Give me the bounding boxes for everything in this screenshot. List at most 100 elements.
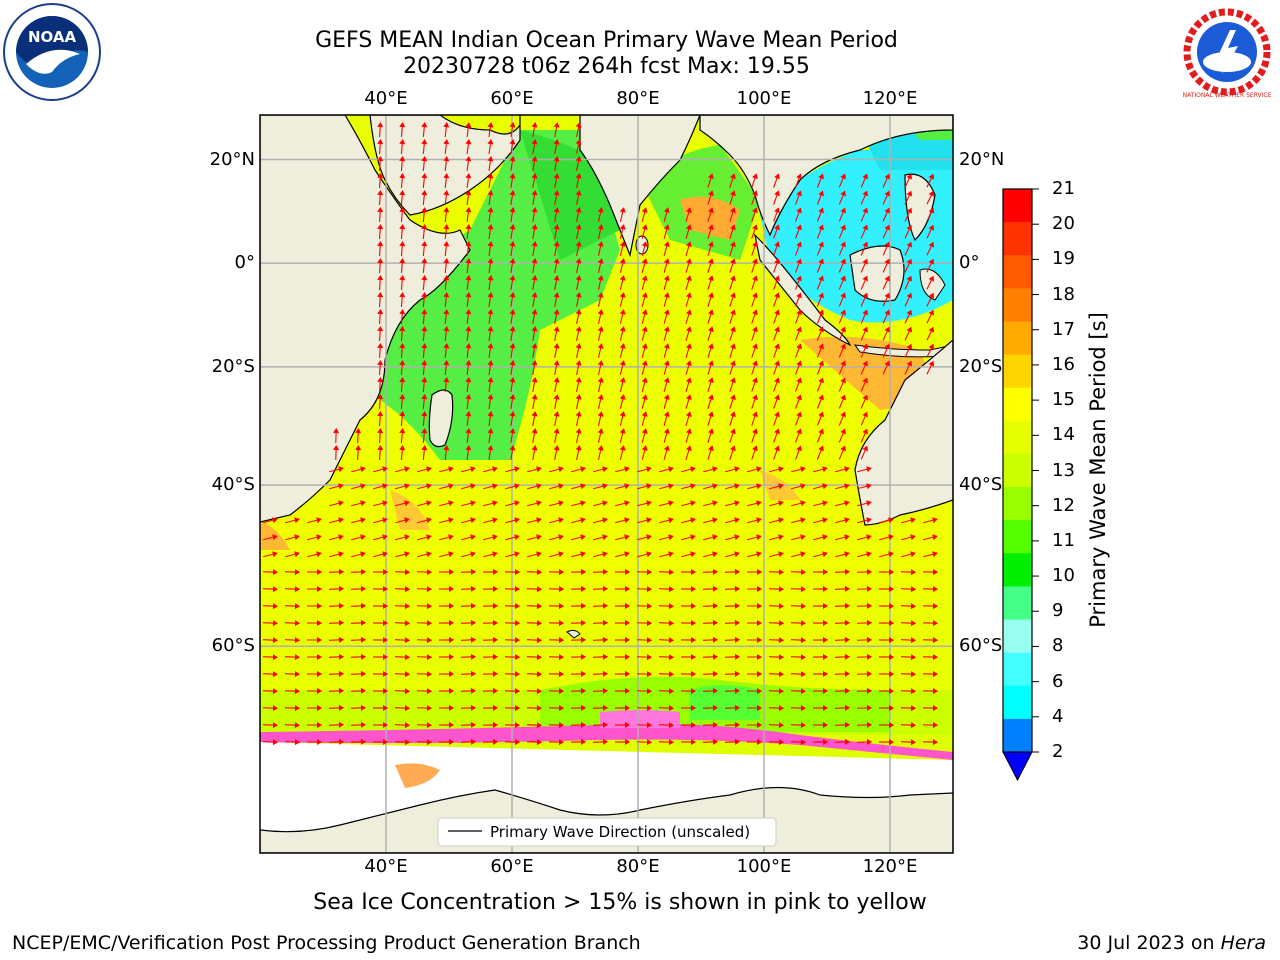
wave-arrow-head [928,326,935,333]
lon-label-bottom: 40°E [364,856,408,877]
colorbar [1003,188,1039,753]
lat-label-right: 20°S [959,355,1003,377]
wave-arrow-head [685,275,692,281]
wave-arrow-head [884,241,891,248]
wave-arrow-head [377,138,384,145]
wave-arrow-head [404,500,410,507]
wave-arrow-head [580,483,586,490]
wave-arrow-head [448,721,455,728]
wave-arrow-head [818,411,824,418]
wave-arrow-head [712,585,719,592]
wave-arrow-head [619,394,626,400]
wave-arrow-head [752,275,758,282]
wave-arrow-head [774,394,780,401]
legend-box: Primary Wave Direction (unscaled) [437,817,777,847]
wave-arrow-head [536,722,543,729]
wave-arrow-head [668,739,675,746]
wave-arrow-head [575,343,582,349]
wave-arrow-head [906,173,913,180]
wave-arrow-head [690,534,696,541]
wave-arrow-head [399,121,406,128]
wave-arrow-head [932,603,939,610]
wave-arrow-head [730,411,736,418]
wave-arrow-head [448,670,455,677]
wave-arrow-head [928,275,935,282]
wave-arrow-head [399,393,406,400]
wave-arrow-head [294,722,301,729]
wave-arrow-head [377,444,384,451]
wave-arrow-head [509,343,516,349]
wave-arrow-head [558,466,564,473]
wave-arrow-head [443,206,450,213]
lat-label-left: 20°S [211,355,255,377]
wave-arrow-head [730,326,736,333]
wave-arrow-head [910,603,917,610]
wave-arrow-head [866,551,872,558]
wave-arrow-head [558,603,565,610]
wave-arrow-head [553,139,560,145]
wave-arrow-head [421,376,428,383]
wave-arrow-head [756,500,762,507]
wave-arrow-head [443,257,450,264]
wave-arrow-head [730,190,736,197]
wave-arrow-head [884,309,891,316]
wave-arrow-head [272,620,279,627]
wave-arrow-head [338,517,344,524]
legend-label: Primary Wave Direction (unscaled) [490,823,750,841]
wave-arrow-head [906,275,913,282]
wave-arrow-head [778,637,785,644]
wave-arrow-head [712,721,719,728]
colorbar-band [1003,652,1032,687]
wave-arrow-head [910,671,917,678]
wave-arrow-head [465,172,472,179]
wave-arrow-head [646,722,653,729]
wave-arrow-head [646,483,652,490]
wave-arrow-head [382,517,388,524]
wave-arrow-head [757,636,763,644]
wave-arrow-head [509,190,516,196]
wave-arrow-head [399,155,406,162]
wave-arrow-head [624,585,631,592]
wave-arrow-head [399,342,406,349]
wave-arrow-head [404,654,411,661]
wave-arrow-head [597,292,604,298]
wave-arrow-head [377,427,384,434]
wave-arrow-head [778,586,785,593]
wave-arrow-head [712,534,718,541]
wave-arrow-head [730,445,736,452]
wave-arrow-head [465,325,472,332]
wave-arrow-head [822,517,828,524]
wave-arrow-head [663,428,670,434]
wave-arrow-head [448,585,455,592]
wave-arrow-head [778,739,785,746]
wave-arrow-head [796,258,802,265]
wave-arrow-head [382,653,389,661]
wave-arrow-head [796,445,802,452]
wave-arrow-head [399,359,406,366]
wave-arrow-head [866,738,873,745]
wave-arrow-head [685,360,692,366]
wave-arrow-head [382,721,389,729]
wave-arrow-head [377,291,384,298]
wave-arrow-head [641,445,648,451]
wave-arrow-head [752,343,758,350]
wave-arrow-head [663,309,670,315]
wave-arrow-head [778,705,785,712]
wave-arrow-head [707,377,714,384]
wave-arrow-head [338,670,345,677]
wave-arrow-head [888,620,895,627]
wave-arrow-head [514,466,520,473]
wave-arrow-head [840,394,846,401]
wave-arrow-head [796,207,802,214]
wave-arrow-head [707,343,714,350]
wave-arrow-head [558,534,564,541]
wave-arrow-head [377,274,384,281]
wave-arrow-head [580,551,586,558]
wave-arrow-head [663,360,670,366]
wave-arrow-head [862,360,868,367]
wave-arrow-head [553,428,560,434]
wave-arrow-head [487,258,494,264]
wave-arrow-head [624,517,630,524]
wave-arrow-head [796,241,802,248]
wave-arrow-head [774,173,780,180]
